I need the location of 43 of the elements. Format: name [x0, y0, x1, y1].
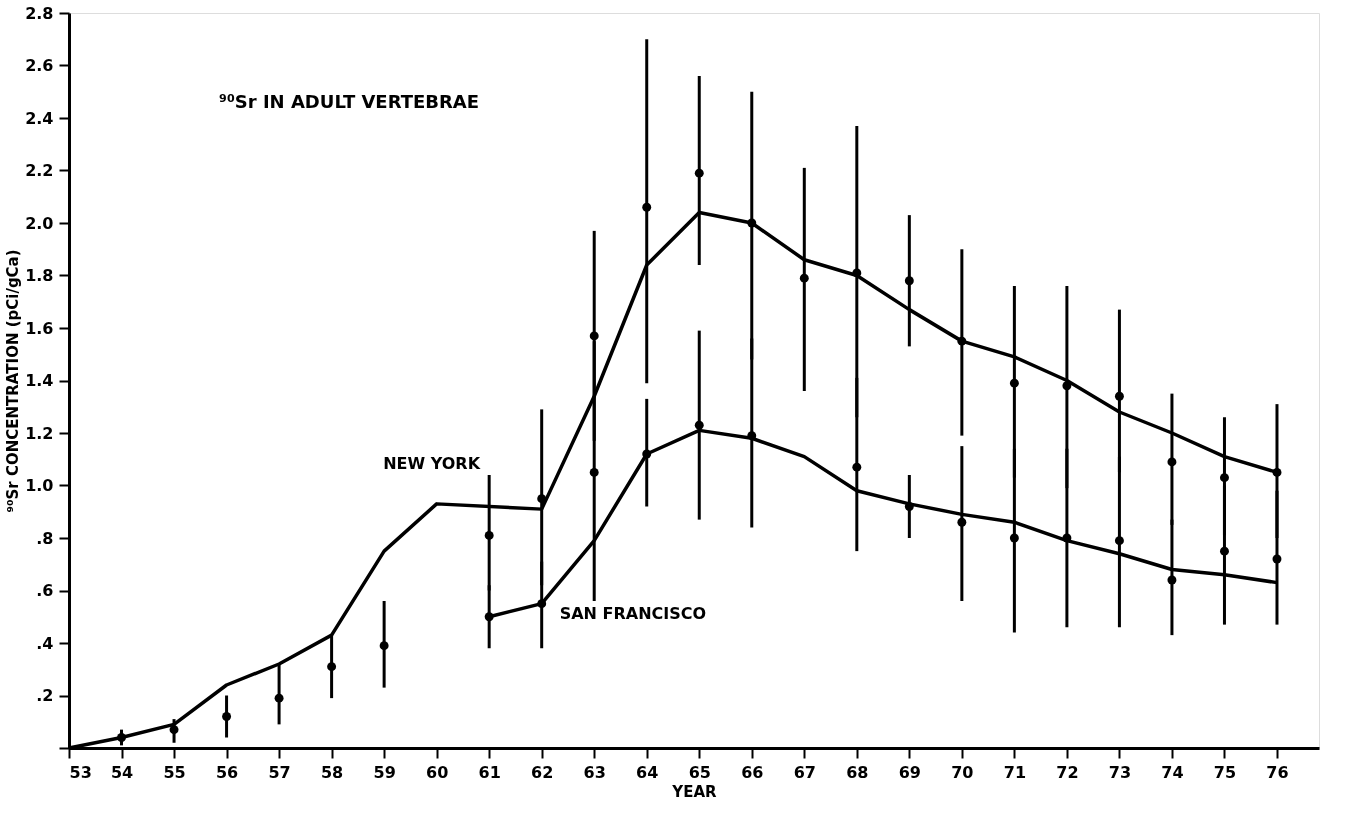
y-tick-label: 1.0 — [25, 476, 54, 495]
x-tick-label: 71 — [1003, 762, 1027, 782]
x-tick-label: 70 — [951, 762, 974, 782]
y-tick-label: .4 — [36, 633, 54, 653]
y-tick-label: 2.2 — [25, 161, 54, 180]
x-tick-label: 61 — [478, 762, 501, 782]
x-tick-label: 63 — [583, 762, 606, 782]
x-tick-label: 67 — [793, 762, 816, 782]
x-tick-label: 55 — [163, 762, 186, 782]
y-tick-label: 2.0 — [25, 213, 54, 233]
y-tick-label: 1.6 — [25, 318, 54, 338]
x-tick-label: 72 — [1056, 762, 1079, 782]
y-tick-label: 1.2 — [25, 423, 54, 443]
x-tick-label: 68 — [846, 762, 869, 782]
x-tick-label: 62 — [531, 762, 554, 782]
y-tick-label: .2 — [36, 686, 54, 705]
x-tick-label: 74 — [1161, 762, 1184, 782]
x-tick-label: 75 — [1213, 762, 1237, 782]
text: NEW YORK — [383, 453, 481, 473]
x-tick-label: 59 — [373, 762, 396, 782]
y-tick-label: 2.4 — [25, 108, 54, 128]
y-axis-title: ⁹⁰Sr CONCENTRATION (pCi/gCa) — [4, 249, 23, 513]
x-tick-label: 58 — [320, 762, 344, 782]
x-tick-label: 73 — [1108, 762, 1132, 782]
x-tick-label: 76 — [1266, 762, 1289, 782]
x-tick-label: 53 — [69, 762, 92, 782]
x-tick-label: 66 — [741, 762, 764, 782]
x-tick-label: 54 — [110, 762, 134, 782]
y-tick-label: .6 — [36, 581, 54, 600]
x-tick-label: 60 — [426, 762, 449, 782]
y-tick-label: 2.8 — [25, 3, 54, 23]
x-tick-label: 65 — [688, 762, 711, 782]
y-tick-label: 1.4 — [25, 371, 54, 390]
y-tick-label: .8 — [36, 528, 54, 548]
series-label: SAN FRANCISCO — [559, 603, 707, 623]
y-tick-label: 2.6 — [25, 56, 54, 75]
x-axis-title: YEAR — [671, 782, 718, 801]
text: ⁹⁰Sr IN ADULT VERTEBRAE — [219, 91, 480, 112]
x-tick-label: 56 — [215, 762, 239, 782]
x-tick-label: 57 — [268, 762, 291, 782]
x-tick-label: 69 — [898, 762, 921, 782]
x-tick-label: 64 — [636, 762, 659, 782]
y-tick-label: 1.8 — [25, 266, 54, 285]
